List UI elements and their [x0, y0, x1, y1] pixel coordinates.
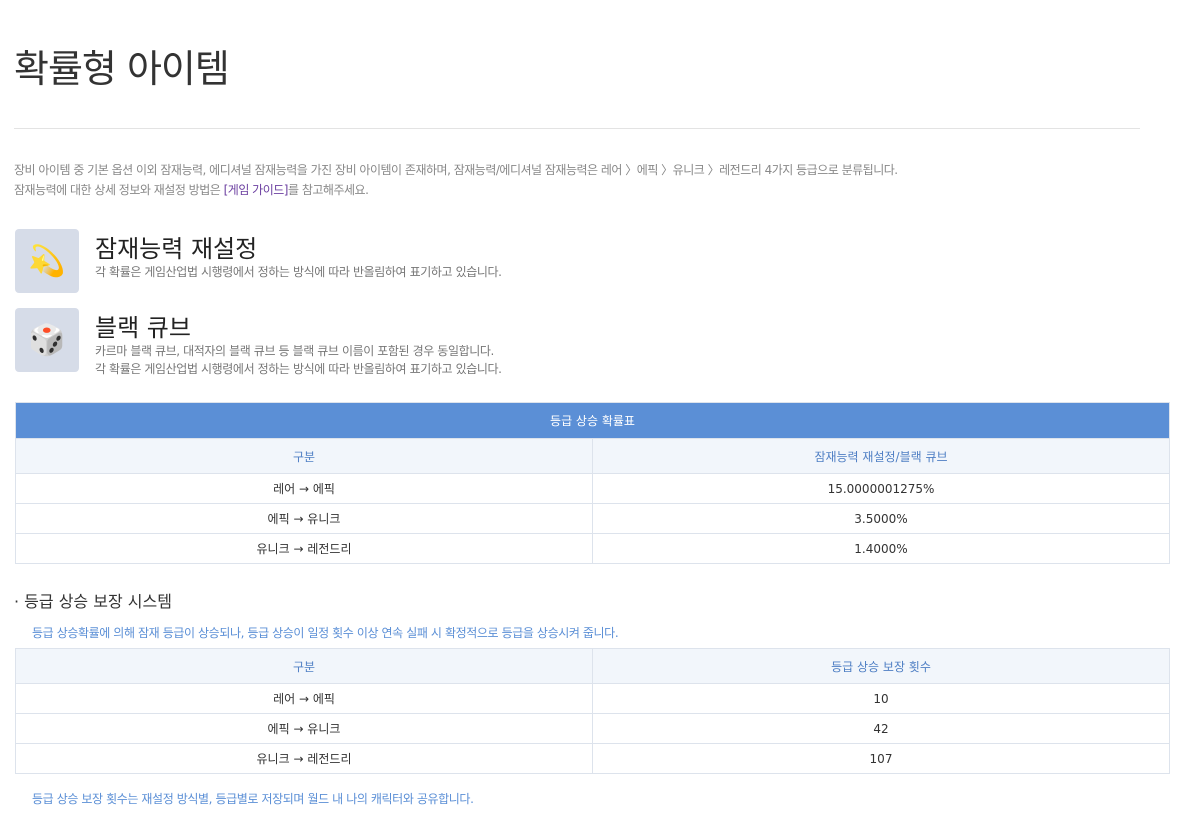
- guarantee-desc: 등급 상승확률에 의해 잠재 등급이 상승되나, 등급 상승이 일정 횟수 이상…: [32, 626, 619, 640]
- section-title: 잠재능력 재설정: [95, 235, 258, 263]
- guarantee-title: · 등급 상승 보장 시스템: [14, 592, 172, 611]
- table-row: 레어 → 에픽 10: [15, 683, 1170, 714]
- game-guide-link[interactable]: [게임 가이드]: [223, 183, 289, 197]
- intro-text: 장비 아이템 중 기본 옵션 이외 잠재능력, 에디셔널 잠재능력을 가진 장비…: [14, 160, 898, 200]
- desc-line: 각 확률은 게임산업법 시행령에서 정하는 방식에 따라 반올림하여 표기하고 …: [95, 362, 502, 376]
- guarantee-table: 구분 등급 상승 보장 횟수 레어 → 에픽 10 에픽 → 유니크 42 유니크 →…: [15, 648, 1170, 774]
- cell: 유니크 → 레전드리: [15, 743, 593, 774]
- page-title: 확률형 아이템: [14, 47, 230, 91]
- black-cube-icon: 🎲: [15, 308, 79, 372]
- cell: 에픽 → 유니크: [15, 503, 593, 534]
- cell: 레어 → 에픽: [15, 683, 593, 714]
- upgrade-probability-table: 등급 상승 확률표 구분 잠재능력 재설정/블랙 큐브 레어 → 에픽 15.000…: [15, 402, 1170, 564]
- column-header: 잠재능력 재설정/블랙 큐브: [592, 438, 1170, 474]
- cell: 10: [592, 683, 1170, 714]
- cell: 1.4000%: [592, 533, 1170, 564]
- column-header: 구분: [15, 438, 593, 474]
- section-desc: 각 확률은 게임산업법 시행령에서 정하는 방식에 따라 반올림하여 표기하고 …: [95, 265, 502, 279]
- table-row: 레어 → 에픽 15.0000001275%: [15, 473, 1170, 504]
- table-row: 에픽 → 유니크 3.5000%: [15, 503, 1170, 534]
- intro-line: 잠재능력에 대한 상세 정보와 재설정 방법은: [14, 183, 224, 197]
- table-row: 에픽 → 유니크 42: [15, 713, 1170, 744]
- column-header: 등급 상승 보장 횟수: [592, 648, 1170, 684]
- potential-reset-icon: 💫: [15, 229, 79, 293]
- table-row: 유니크 → 레전드리 107: [15, 743, 1170, 774]
- divider: [14, 128, 1140, 129]
- intro-line: 장비 아이템 중 기본 옵션 이외 잠재능력, 에디셔널 잠재능력을 가진 장비…: [14, 163, 898, 177]
- cell: 에픽 → 유니크: [15, 713, 593, 744]
- section-title: 블랙 큐브: [95, 314, 191, 342]
- table-caption: 등급 상승 확률표: [15, 402, 1170, 439]
- desc-line: 카르마 블랙 큐브, 대적자의 블랙 큐브 등 블랙 큐브 이름이 포함된 경우…: [95, 344, 494, 358]
- cell: 레어 → 에픽: [15, 473, 593, 504]
- cell: 15.0000001275%: [592, 473, 1170, 504]
- cell: 3.5000%: [592, 503, 1170, 534]
- column-header: 구분: [15, 648, 593, 684]
- intro-line: 를 참고해주세요.: [288, 183, 369, 197]
- cell: 42: [592, 713, 1170, 744]
- section-desc: 카르마 블랙 큐브, 대적자의 블랙 큐브 등 블랙 큐브 이름이 포함된 경우…: [95, 342, 502, 378]
- guarantee-title-text: 등급 상승 보장 시스템: [24, 592, 172, 611]
- cell: 107: [592, 743, 1170, 774]
- table-row: 유니크 → 레전드리 1.4000%: [15, 533, 1170, 564]
- guarantee-note: 등급 상승 보장 횟수는 재설정 방식별, 등급별로 저장되며 월드 내 나의 …: [32, 792, 474, 806]
- cell: 유니크 → 레전드리: [15, 533, 593, 564]
